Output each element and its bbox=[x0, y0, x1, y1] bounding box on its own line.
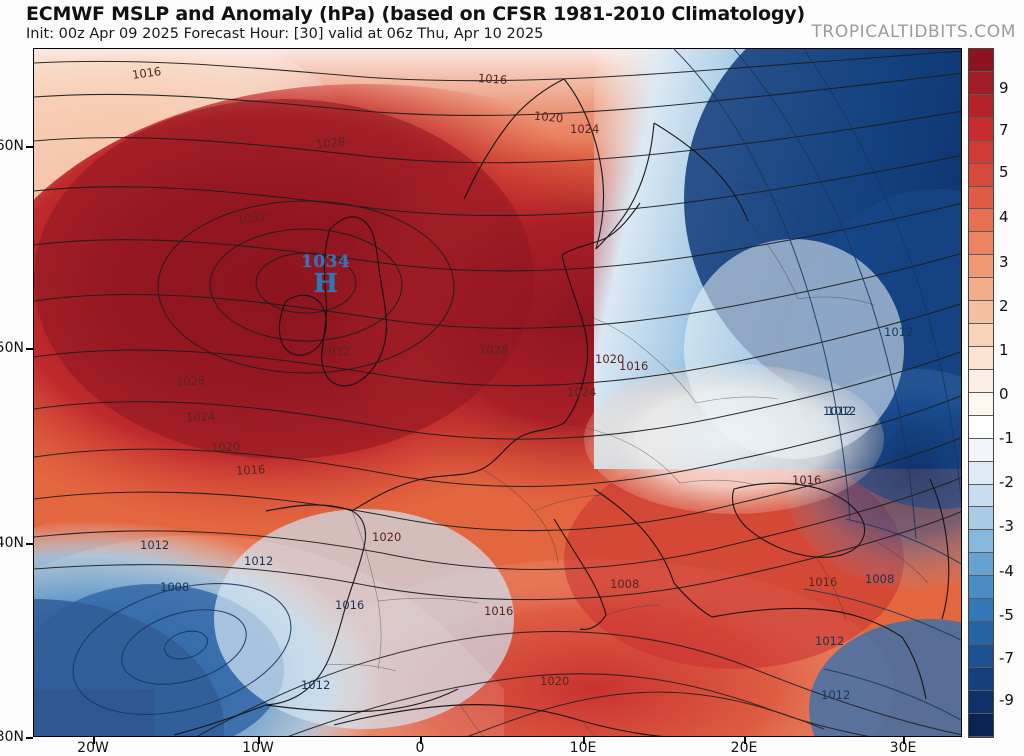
colorbar-tick-label: 2 bbox=[999, 297, 1009, 315]
colorbar-tick-label: -3 bbox=[999, 517, 1014, 535]
colorbar-tick-label: 1 bbox=[999, 341, 1009, 359]
latitude-tick bbox=[26, 737, 33, 739]
low-pressure-isobars bbox=[72, 583, 292, 715]
colorbar-segment bbox=[969, 667, 993, 691]
colorbar-tick-label: -7 bbox=[999, 649, 1014, 667]
colorbar-segment bbox=[969, 713, 993, 737]
colorbar-segment bbox=[969, 553, 993, 577]
longitude-tick bbox=[420, 737, 422, 744]
latitude-label: 50N bbox=[0, 340, 24, 356]
colorbar-segment bbox=[969, 324, 993, 347]
colorbar-segment bbox=[969, 369, 993, 393]
colorbar-segment bbox=[969, 278, 993, 302]
map-header: ECMWF MSLP and Anomaly (hPa) (based on C… bbox=[0, 0, 1024, 48]
latitude-tick bbox=[26, 348, 33, 350]
colorbar-segment bbox=[969, 209, 993, 233]
colorbar-segment bbox=[969, 140, 993, 164]
longitude-tick bbox=[744, 737, 746, 744]
longitude-label: 10E bbox=[569, 740, 597, 756]
high-pressure-isobars bbox=[157, 200, 455, 374]
page-title: ECMWF MSLP and Anomaly (hPa) (based on C… bbox=[26, 3, 805, 25]
colorbar-segment bbox=[969, 232, 993, 256]
colorbar-tick-label: -2 bbox=[999, 473, 1014, 491]
latitude-label: 30N bbox=[0, 729, 24, 745]
colorbar-segment bbox=[969, 301, 993, 325]
colorbar-tick-label: 9 bbox=[999, 79, 1009, 97]
longitude-label: 0 bbox=[415, 740, 425, 756]
colorbar-segment bbox=[969, 71, 993, 95]
colorbar-segment bbox=[969, 438, 993, 462]
colorbar-tick-label: 7 bbox=[999, 121, 1009, 139]
colorbar-tick-label: 4 bbox=[999, 208, 1009, 226]
colorbar-segment bbox=[969, 622, 993, 645]
isobar-contours bbox=[34, 50, 961, 601]
colorbar-segment bbox=[969, 484, 993, 508]
map-canvas[interactable] bbox=[33, 48, 962, 737]
colorbar-segment bbox=[969, 163, 993, 187]
colorbar-segment bbox=[969, 690, 993, 714]
colorbar-segment bbox=[969, 49, 993, 72]
latitude-label: 60N bbox=[0, 138, 24, 154]
page-subtitle: Init: 00z Apr 09 2025 Forecast Hour: [30… bbox=[26, 26, 544, 42]
colorbar-tick-label: 0 bbox=[999, 385, 1009, 403]
latitude-label: 40N bbox=[0, 535, 24, 551]
colorbar-segment bbox=[969, 599, 993, 623]
colorbar-segment bbox=[969, 576, 993, 600]
colorbar-tick-label: -1 bbox=[999, 429, 1014, 447]
country-borders bbox=[325, 178, 929, 736]
longitude-label: 20W bbox=[77, 740, 109, 756]
colorbar-segment bbox=[969, 530, 993, 554]
colorbar-segment bbox=[969, 255, 993, 279]
colorbar-segment bbox=[969, 461, 993, 485]
watermark: TROPICALTIDBITS.COM bbox=[811, 22, 1016, 42]
colorbar-segment bbox=[969, 392, 993, 416]
colorbar-segment bbox=[969, 94, 993, 118]
latitude-tick bbox=[26, 146, 33, 148]
colorbar-tick-label: -4 bbox=[999, 562, 1014, 580]
map-svg bbox=[34, 49, 961, 736]
colorbar-segment bbox=[969, 346, 993, 370]
colorbar-segment bbox=[969, 186, 993, 210]
colorbar-segment bbox=[969, 117, 993, 141]
colorbar[interactable] bbox=[968, 48, 994, 738]
colorbar-tick-label: -9 bbox=[999, 691, 1014, 709]
colorbar-tick-label: 5 bbox=[999, 163, 1009, 181]
longitude-tick bbox=[583, 737, 585, 744]
longitude-tick bbox=[903, 737, 905, 744]
colorbar-segment bbox=[969, 644, 993, 668]
latitude-tick bbox=[26, 543, 33, 545]
longitude-tick bbox=[258, 737, 260, 744]
coastlines bbox=[173, 78, 950, 736]
longitude-label: 30E bbox=[889, 740, 917, 756]
colorbar-tick-label: -5 bbox=[999, 606, 1014, 624]
longitude-label: 10W bbox=[242, 740, 274, 756]
colorbar-segment bbox=[969, 415, 993, 439]
longitude-label: 20E bbox=[730, 740, 758, 756]
colorbar-tick-label: 3 bbox=[999, 253, 1009, 271]
longitude-tick bbox=[93, 737, 95, 744]
colorbar-segment bbox=[969, 507, 993, 531]
